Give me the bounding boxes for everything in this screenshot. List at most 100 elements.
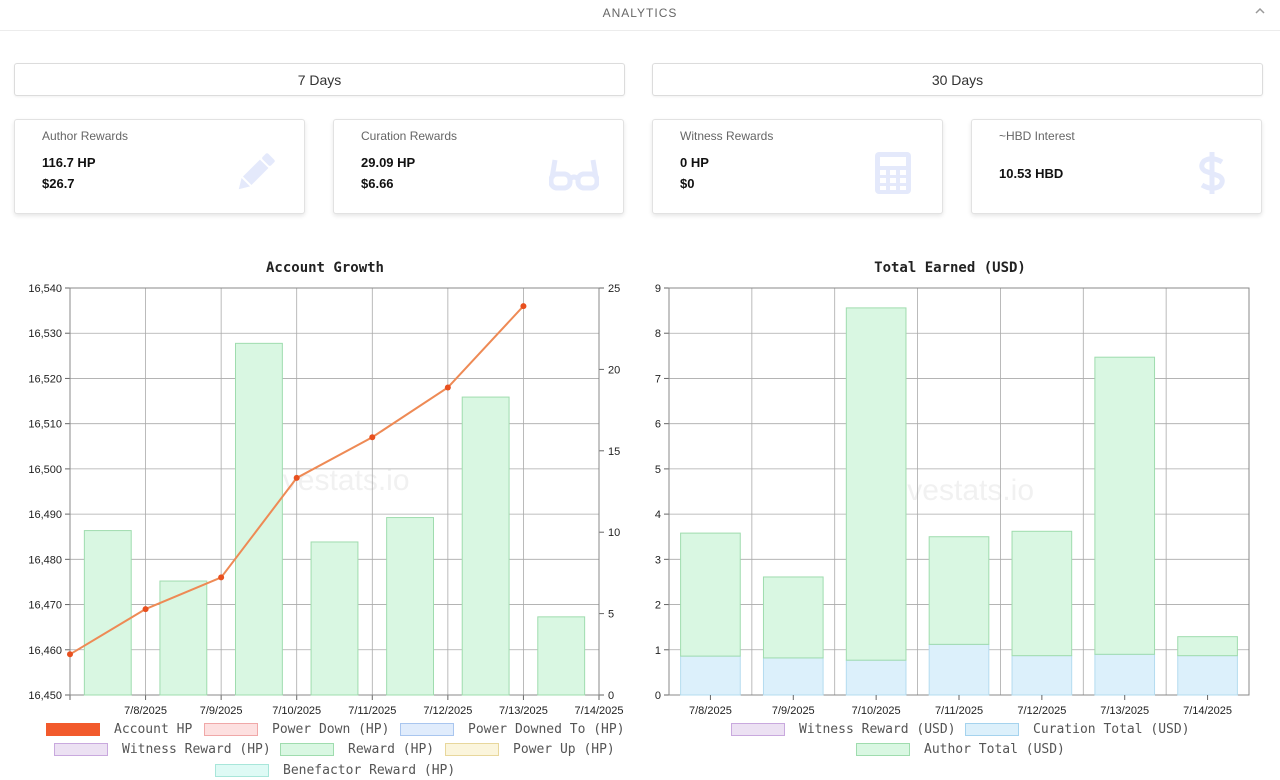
curation-total-bar (762, 657, 824, 696)
x-tick-label: 7/11/2025 (935, 705, 983, 717)
watermark: hivestats.io (259, 464, 409, 497)
curation-total-bar (1177, 655, 1238, 696)
legend-label: Reward (HP) (348, 742, 435, 757)
y-tick-label: 3 (655, 554, 661, 566)
reward-bar (310, 541, 359, 696)
y-right-tick-label: 5 (608, 609, 614, 621)
legend-item[interactable]: Power Up (HP) (445, 742, 615, 757)
range-30-days-button[interactable]: 30 Days (652, 63, 1263, 96)
legend-swatch (54, 743, 108, 756)
legend-item[interactable]: Benefactor Reward (HP) (215, 763, 455, 778)
calculator-icon (868, 148, 918, 198)
total-earned-title: Total Earned (USD) (874, 260, 1026, 276)
y-tick-label: 8 (655, 328, 661, 340)
curation-rewards-card: Curation Rewards 29.09 HP $6.66 (333, 119, 624, 214)
y-right-tick-label: 20 (608, 364, 620, 376)
reward-bar (537, 616, 586, 696)
legend-swatch (965, 723, 1019, 736)
y-right-tick-label: 0 (608, 690, 614, 702)
legend-item[interactable]: Account HP (46, 722, 192, 737)
x-tick-label: 7/13/2025 (499, 705, 548, 717)
legend-label: Power Down (HP) (272, 722, 390, 737)
x-tick-label: 7/14/2025 (575, 705, 624, 717)
x-tick-label: 7/9/2025 (200, 705, 243, 717)
legend-item[interactable]: Witness Reward (USD) (731, 722, 956, 737)
author-total-bar (1094, 356, 1156, 655)
y-tick-label: 5 (655, 464, 661, 476)
legend-label: Power Up (HP) (513, 742, 615, 757)
author-total-bar (928, 536, 990, 645)
legend-label: Witness Reward (USD) (799, 722, 956, 737)
legend-item[interactable]: Power Down (HP) (204, 722, 389, 737)
legend-item[interactable]: Witness Reward (HP) (54, 742, 271, 757)
legend-label: Power Downed To (HP) (468, 722, 625, 737)
legend-swatch (280, 743, 334, 756)
y-right-tick-label: 15 (608, 446, 620, 458)
glasses-icon (548, 148, 600, 198)
dollar-icon (1187, 148, 1237, 198)
account-hp-point (444, 384, 451, 391)
legend-swatch (856, 743, 910, 756)
y-left-tick-label: 16,530 (28, 328, 62, 340)
card-label: Witness Rewards (680, 129, 774, 143)
y-left-tick-label: 16,500 (28, 464, 62, 476)
account-hp-point (520, 303, 527, 310)
y-tick-label: 9 (655, 283, 661, 295)
account-hp-point (369, 434, 376, 441)
y-tick-label: 1 (655, 645, 661, 657)
legend-label: Witness Reward (HP) (122, 742, 271, 757)
x-tick-label: 7/14/2025 (1183, 705, 1232, 717)
x-tick-label: 7/12/2025 (1017, 705, 1066, 717)
legend-item[interactable]: Author Total (USD) (856, 742, 1065, 757)
y-left-tick-label: 16,490 (28, 509, 62, 521)
x-tick-label: 7/9/2025 (772, 705, 815, 717)
chevron-up-icon[interactable] (1254, 4, 1266, 20)
account-growth-title: Account Growth (265, 260, 384, 276)
legend-label: Benefactor Reward (HP) (283, 763, 456, 778)
y-tick-label: 6 (655, 419, 661, 431)
account-hp-point (218, 574, 225, 581)
card-label: ~HBD Interest (999, 129, 1075, 143)
hbd-interest-card: ~HBD Interest 10.53 HBD (971, 119, 1262, 214)
total-earned-chart: hivestats.io 0 1 2 3 4 5 6 7 8 9 7/8/2025 7/9/2025 7/… (655, 283, 1250, 717)
legend-swatch (204, 723, 258, 736)
author-total-bar (1011, 530, 1073, 657)
author-rewards-card: Author Rewards 116.7 HP $26.7 (14, 119, 305, 214)
watermark: hivestats.io (884, 474, 1034, 507)
analytics-header[interactable]: ANALYTICS (0, 0, 1280, 31)
y-right-tick-label: 10 (608, 527, 620, 539)
card-value-hp: 0 HP (680, 155, 709, 170)
card-value-usd: $26.7 (42, 176, 75, 191)
author-total-bar (1177, 636, 1238, 657)
y-left-tick-label: 16,510 (28, 419, 62, 431)
card-value-usd: $0 (680, 176, 695, 191)
card-value-usd: $6.66 (361, 176, 394, 191)
y-tick-label: 2 (655, 600, 661, 612)
legend-item[interactable]: Curation Total (USD) (965, 722, 1190, 737)
legend-swatch (46, 723, 100, 736)
legend-label: Account HP (114, 722, 193, 737)
curation-total-bar (1094, 653, 1156, 696)
legend-swatch (400, 723, 454, 736)
legend-swatch (731, 723, 785, 736)
legend-swatch (215, 764, 269, 777)
card-value-hbd: 10.53 HBD (999, 166, 1064, 181)
account-growth-chart: hivestats.io 16,450 16,460 16,470 16,480 16,4… (28, 283, 624, 717)
curation-total-bar (928, 643, 990, 696)
y-tick-label: 4 (655, 509, 661, 521)
legend-label: Curation Total (USD) (1033, 722, 1190, 737)
card-label: Curation Rewards (361, 129, 458, 143)
y-left-tick-label: 16,540 (28, 283, 62, 295)
range-7-days-button[interactable]: 7 Days (14, 63, 625, 96)
account-hp-point (67, 651, 73, 658)
x-tick-label: 7/10/2025 (272, 705, 321, 717)
y-right-tick-label: 25 (608, 283, 620, 295)
legend-item[interactable]: Power Downed To (HP) (400, 722, 625, 737)
x-tick-label: 7/11/2025 (348, 705, 396, 717)
author-total-bar (845, 307, 907, 661)
x-tick-label: 7/8/2025 (689, 705, 732, 717)
legend-item[interactable]: Reward (HP) (280, 742, 434, 757)
reward-bar (461, 396, 510, 696)
account-hp-point (293, 474, 300, 481)
legend-label: Author Total (USD) (924, 742, 1065, 757)
